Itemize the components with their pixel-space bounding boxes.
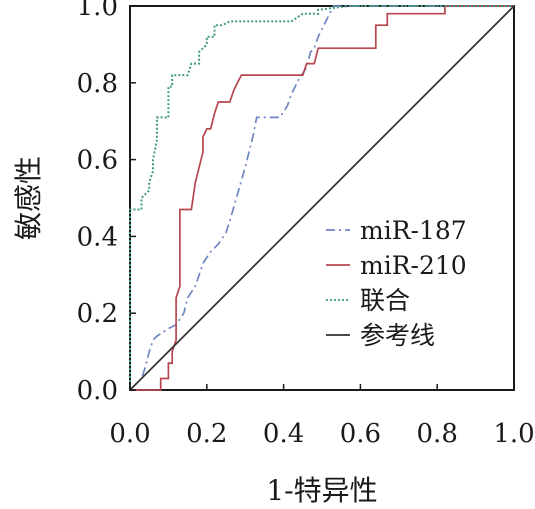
series-line-联合 [129,5,514,390]
legend-label: miR-187 [360,216,467,245]
y-tick-label: 0.8 [77,69,118,99]
series-layer [129,5,515,391]
y-axis-title: 敏感性 [12,156,45,240]
y-tick-label: 0.6 [77,146,118,176]
legend-label: 参考线 [360,321,435,350]
y-axis: 0.0 0.2 0.4 0.6 0.8 1.0 [77,0,136,406]
x-tick-label: 0.2 [186,419,227,449]
series-line-miR-210 [130,5,514,391]
x-tick-label: 1.0 [493,419,534,449]
y-tick-label: 0.4 [77,222,118,252]
plot-frame [129,5,515,391]
series-line-miR-187 [129,5,514,391]
x-tick-label: 0.8 [417,419,458,449]
series-line-参考线 [129,5,515,391]
legend-label: miR-210 [360,251,467,280]
x-axis-title: 1-特异性 [266,474,377,507]
x-tick-label: 0.4 [263,419,304,449]
x-tick-label: 0.0 [109,419,150,449]
y-tick-label: 1.0 [77,0,118,22]
x-axis: 0.0 0.2 0.4 0.6 0.8 1.0 [109,384,535,449]
y-tick-label: 0.0 [77,376,118,406]
legend-label: 联合 [360,286,410,315]
x-tick-label: 0.6 [340,419,381,449]
y-tick-label: 0.2 [77,299,118,329]
